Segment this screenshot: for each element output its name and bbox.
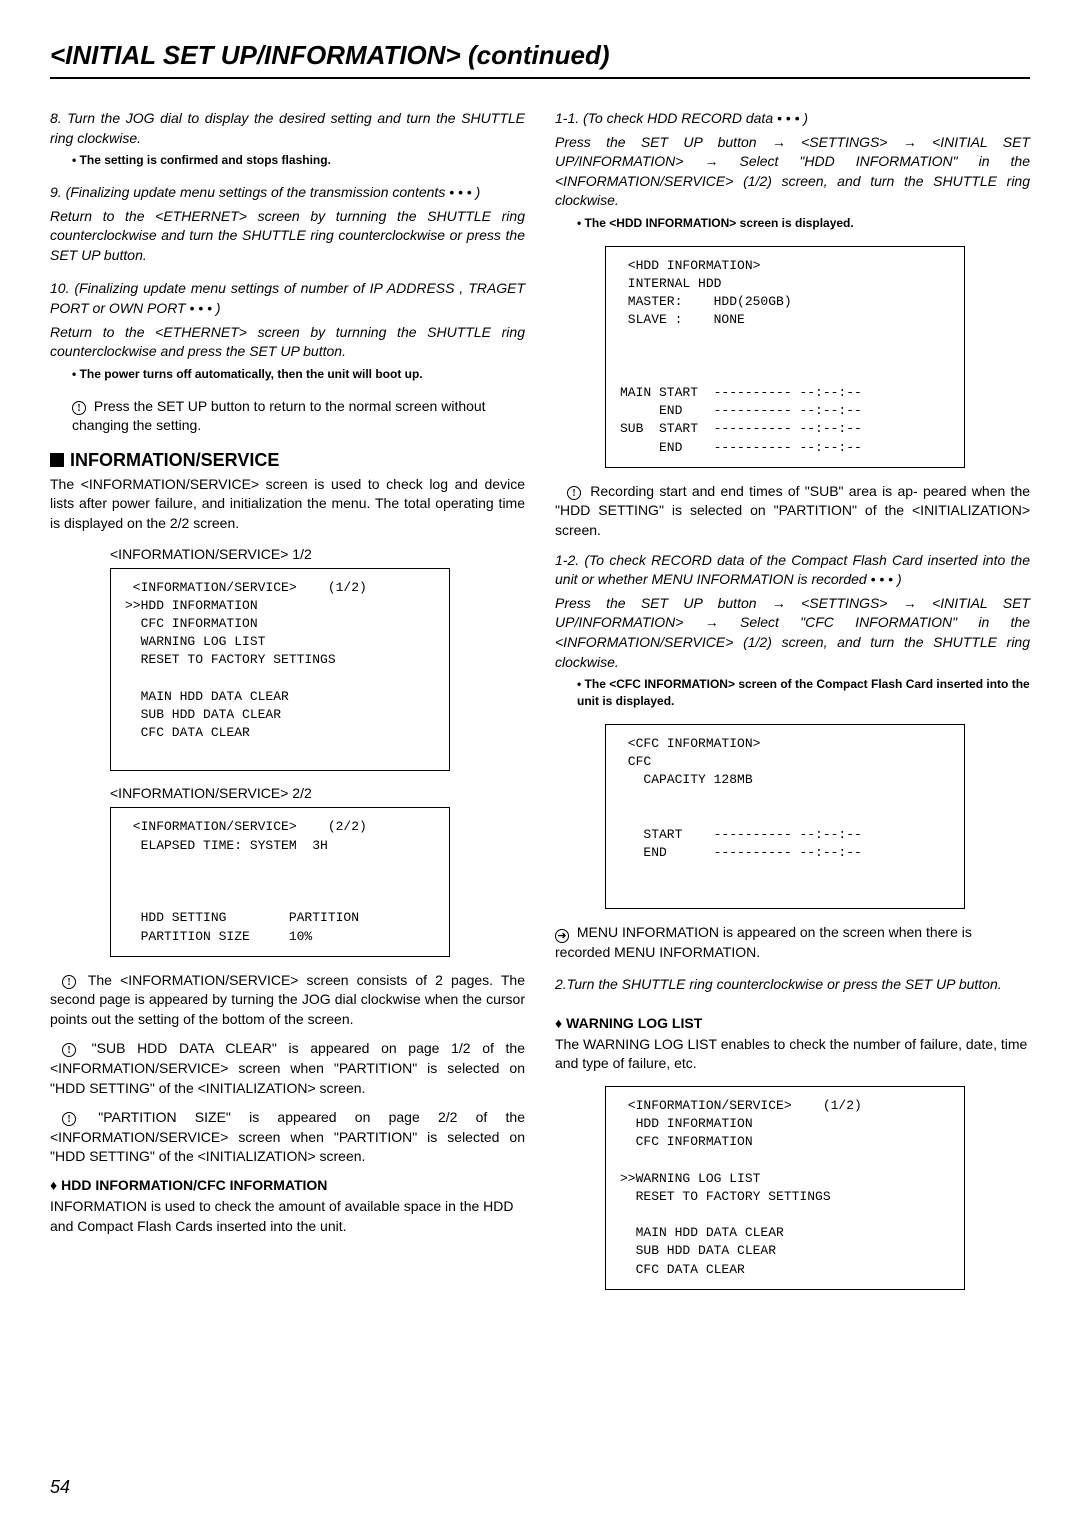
info-note-3: ! "PARTITION SIZE" is appeared on page 2…	[50, 1108, 525, 1167]
press-setup-note: ! Press the SET UP button to return to t…	[72, 397, 525, 436]
console-box-2: <INFORMATION/SERVICE> (2/2) ELAPSED TIME…	[110, 807, 450, 956]
step-10: 10. (Finalizing update menu settings of …	[50, 279, 525, 318]
section-body: The <INFORMATION/SERVICE> screen is used…	[50, 475, 525, 534]
info-icon: !	[62, 975, 76, 989]
note-10: • The power turns off automatically, the…	[72, 366, 525, 383]
menu-info-text: MENU INFORMATION is appeared on the scre…	[555, 924, 972, 960]
page-number: 54	[50, 1477, 70, 1498]
note-8: • The setting is confirmed and stops fla…	[72, 152, 525, 169]
console-box-cfc: <CFC INFORMATION> CFC CAPACITY 128MB STA…	[605, 724, 965, 910]
step-10-body: Return to the <ETHERNET> screen by turnn…	[50, 323, 525, 362]
step-8: 8. Turn the JOG dial to display the desi…	[50, 109, 525, 148]
step-9-body: Return to the <ETHERNET> screen by turnn…	[50, 207, 525, 266]
diamond-icon: ♦	[50, 1177, 57, 1193]
press-setup-text: Press the SET UP button to return to the…	[72, 398, 486, 434]
info-icon: !	[62, 1112, 76, 1126]
sub-body-warning: The WARNING LOG LIST enables to check th…	[555, 1035, 1030, 1074]
step-2: 2.Turn the SHUTTLE ring counterclockwise…	[555, 975, 1030, 995]
sub-heading-hdd-cfc-text: HDD INFORMATION/CFC INFORMATION	[61, 1177, 327, 1193]
box2-label: <INFORMATION/SERVICE> 2/2	[110, 785, 525, 801]
info-note-2-text: "SUB HDD DATA CLEAR" is appeared on page…	[50, 1040, 525, 1095]
step-1-1: 1-1. (To check HDD RECORD data • • • )	[555, 109, 1030, 129]
note-1-2: • The <CFC INFORMATION> screen of the Co…	[577, 676, 1030, 710]
console-box-hdd: <HDD INFORMATION> INTERNAL HDD MASTER: H…	[605, 246, 965, 468]
header-title: <INITIAL SET UP/INFORMATION> (continued)	[50, 40, 1030, 79]
step-9: 9. (Finalizing update menu settings of t…	[50, 183, 525, 203]
step-1-2: 1-2. (To check RECORD data of the Compac…	[555, 551, 1030, 590]
console-box-1: <INFORMATION/SERVICE> (1/2) >>HDD INFORM…	[110, 568, 450, 772]
box1-label: <INFORMATION/SERVICE> 1/2	[110, 546, 525, 562]
step-1-1-body: Press the SET UP button → <SETTINGS> → <…	[555, 133, 1030, 211]
info-note-1: ! The <INFORMATION/SERVICE> screen consi…	[50, 971, 525, 1030]
square-marker-icon	[50, 453, 64, 467]
info-note-hdd-text: Recording start and end times of "SUB" a…	[555, 483, 1030, 538]
info-note-2: ! "SUB HDD DATA CLEAR" is appeared on pa…	[50, 1039, 525, 1098]
info-note-hdd: ! Recording start and end times of "SUB"…	[555, 482, 1030, 541]
info-icon: !	[72, 401, 86, 415]
arrow-circle-icon: ➜	[555, 929, 569, 943]
info-note-3-text: "PARTITION SIZE" is appeared on page 2/2…	[50, 1109, 525, 1164]
console-box-warn: <INFORMATION/SERVICE> (1/2) HDD INFORMAT…	[605, 1086, 965, 1290]
left-column: 8. Turn the JOG dial to display the desi…	[50, 109, 525, 1304]
sub-heading-warning: ♦WARNING LOG LIST	[555, 1015, 1030, 1031]
section-heading-info-service: INFORMATION/SERVICE	[50, 450, 525, 471]
info-icon: !	[62, 1043, 76, 1057]
step-1-2-body: Press the SET UP button → <SETTINGS> → <…	[555, 594, 1030, 672]
diamond-icon: ♦	[555, 1015, 562, 1031]
info-icon: !	[567, 486, 581, 500]
sub-body-hdd-cfc: INFORMATION is used to check the amount …	[50, 1197, 525, 1236]
content-columns: 8. Turn the JOG dial to display the desi…	[50, 109, 1030, 1304]
note-1-1: • The <HDD INFORMATION> screen is displa…	[577, 215, 1030, 232]
right-column: 1-1. (To check HDD RECORD data • • • ) P…	[555, 109, 1030, 1304]
footer-dots: ••••••••••••••••••••••••••••••••••••••••…	[50, 1462, 1030, 1468]
menu-info-note: ➜ MENU INFORMATION is appeared on the sc…	[555, 923, 1030, 963]
info-note-1-text: The <INFORMATION/SERVICE> screen consist…	[50, 972, 525, 1027]
sub-heading-warning-text: WARNING LOG LIST	[566, 1015, 702, 1031]
section-heading-text: INFORMATION/SERVICE	[70, 450, 279, 470]
sub-heading-hdd-cfc: ♦HDD INFORMATION/CFC INFORMATION	[50, 1177, 525, 1193]
